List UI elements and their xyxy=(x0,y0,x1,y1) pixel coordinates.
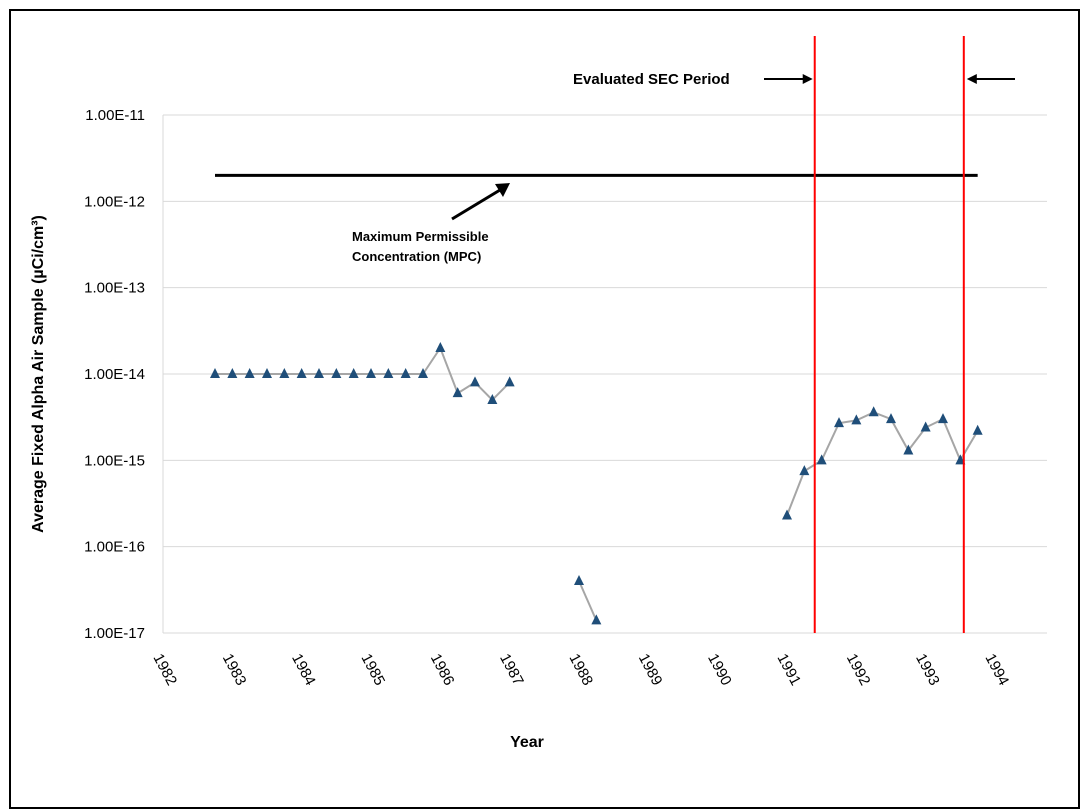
data-point xyxy=(418,368,428,378)
data-point xyxy=(487,393,498,404)
mpc-label-line1: Maximum Permissible xyxy=(352,229,489,244)
data-point xyxy=(972,424,983,435)
x-tick-label: 1982 xyxy=(149,651,180,688)
data-point xyxy=(591,614,602,625)
data-point xyxy=(834,417,844,428)
data-point xyxy=(574,575,584,586)
sec-period-label: Evaluated SEC Period xyxy=(573,71,730,88)
x-axis-ticks: 1982 1983 1984 1985 1986 1987 1988 1989 1990 1991… xyxy=(149,651,1012,688)
y-tick-label: 1.00E-14 xyxy=(84,366,145,383)
data-point xyxy=(296,368,307,378)
data-point xyxy=(383,368,394,378)
x-tick-label: 1983 xyxy=(219,651,250,688)
x-tick-label: 1994 xyxy=(981,651,1012,688)
y-tick-label: 1.00E-15 xyxy=(84,452,145,469)
x-tick-label: 1986 xyxy=(427,651,458,688)
x-tick-label: 1993 xyxy=(912,651,943,688)
data-point xyxy=(782,509,792,520)
data-point xyxy=(903,444,914,455)
data-point xyxy=(452,387,463,398)
x-tick-label: 1984 xyxy=(288,651,319,688)
y-tick-label: 1.00E-12 xyxy=(84,193,145,210)
series-markers xyxy=(210,342,983,625)
mpc-arrowhead xyxy=(495,183,510,197)
data-point xyxy=(210,368,220,378)
y-axis-title: Average Fixed Alpha Air Sample (µCi/cm³) xyxy=(30,215,47,533)
data-point xyxy=(868,406,879,417)
mpc-label-line2: Concentration (MPC) xyxy=(352,249,481,264)
data-point xyxy=(227,368,238,378)
data-point xyxy=(799,465,810,476)
x-tick-label: 1991 xyxy=(773,651,804,688)
x-tick-label: 1985 xyxy=(357,651,388,688)
chart-frame xyxy=(9,9,1080,809)
x-tick-label: 1990 xyxy=(704,651,735,688)
data-point xyxy=(938,413,948,424)
data-point xyxy=(886,413,896,424)
data-point xyxy=(435,342,446,353)
x-axis-title: Year xyxy=(510,734,544,751)
data-point xyxy=(314,368,324,378)
x-tick-label: 1987 xyxy=(496,651,527,688)
data-point xyxy=(331,368,342,378)
sec-start-arrowhead xyxy=(802,74,813,84)
data-point xyxy=(348,368,359,378)
data-point xyxy=(262,368,272,378)
y-tick-label: 1.00E-17 xyxy=(84,625,145,642)
y-axis-ticks: 1.00E-11 1.00E-12 1.00E-13 1.00E-14 1.00E-15… xyxy=(84,107,145,642)
x-tick-label: 1989 xyxy=(635,651,666,688)
data-point xyxy=(244,368,255,378)
y-tick-label: 1.00E-11 xyxy=(85,107,145,124)
y-tick-label: 1.00E-13 xyxy=(84,280,145,297)
data-point xyxy=(816,454,827,465)
data-point xyxy=(279,368,290,378)
sec-end-arrowhead xyxy=(966,74,977,84)
x-tick-label: 1988 xyxy=(565,651,596,688)
series-line xyxy=(578,580,598,621)
x-tick-label: 1992 xyxy=(843,651,874,688)
reference-lines xyxy=(215,36,978,633)
y-tick-label: 1.00E-16 xyxy=(84,539,145,556)
mpc-arrow-shaft xyxy=(451,188,501,221)
annotations: Maximum Permissible Concentration (MPC) … xyxy=(352,71,1015,264)
data-point xyxy=(504,376,515,387)
data-point xyxy=(851,414,862,425)
data-point xyxy=(366,368,376,378)
data-point xyxy=(470,376,480,387)
data-point xyxy=(920,421,931,432)
gridlines xyxy=(162,114,1047,634)
data-point xyxy=(400,368,411,378)
series-lines xyxy=(215,345,979,621)
